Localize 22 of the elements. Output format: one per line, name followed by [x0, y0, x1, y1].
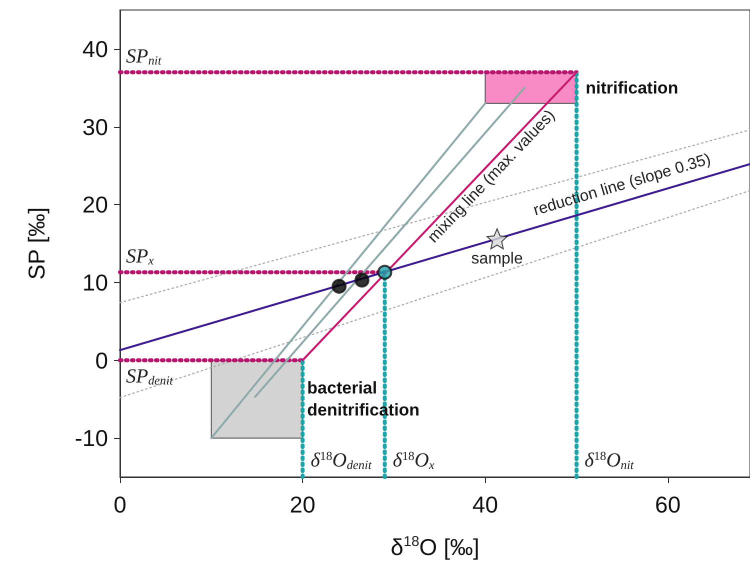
point [332, 278, 347, 294]
y-tick-label: 0 [95, 347, 108, 374]
y-tick-label: 30 [82, 114, 108, 140]
x-tick-label: 0 [114, 492, 126, 518]
series-label: SPnit [126, 45, 162, 68]
annotation: nitrification [586, 78, 678, 98]
y-axis-title: SP [‰] [24, 207, 50, 280]
series-label: SPx [126, 245, 154, 268]
y-tick-label: 40 [82, 36, 108, 62]
y-tick-label: 20 [82, 192, 108, 218]
point [377, 264, 392, 280]
x-tick-label: 20 [290, 492, 316, 518]
y-tick-label: 10 [82, 269, 108, 296]
x-tick-label: 60 [655, 492, 681, 518]
annotation: bacterial denitrification [307, 378, 420, 420]
series-label: sample [471, 250, 523, 268]
series-label: SPdenit [126, 365, 174, 388]
annotation: reduction line (slope 0.35) [532, 150, 713, 220]
y-tick-label: -10 [74, 425, 108, 452]
point [354, 272, 370, 288]
x-tick-label: 40 [472, 492, 498, 518]
point [486, 228, 508, 250]
